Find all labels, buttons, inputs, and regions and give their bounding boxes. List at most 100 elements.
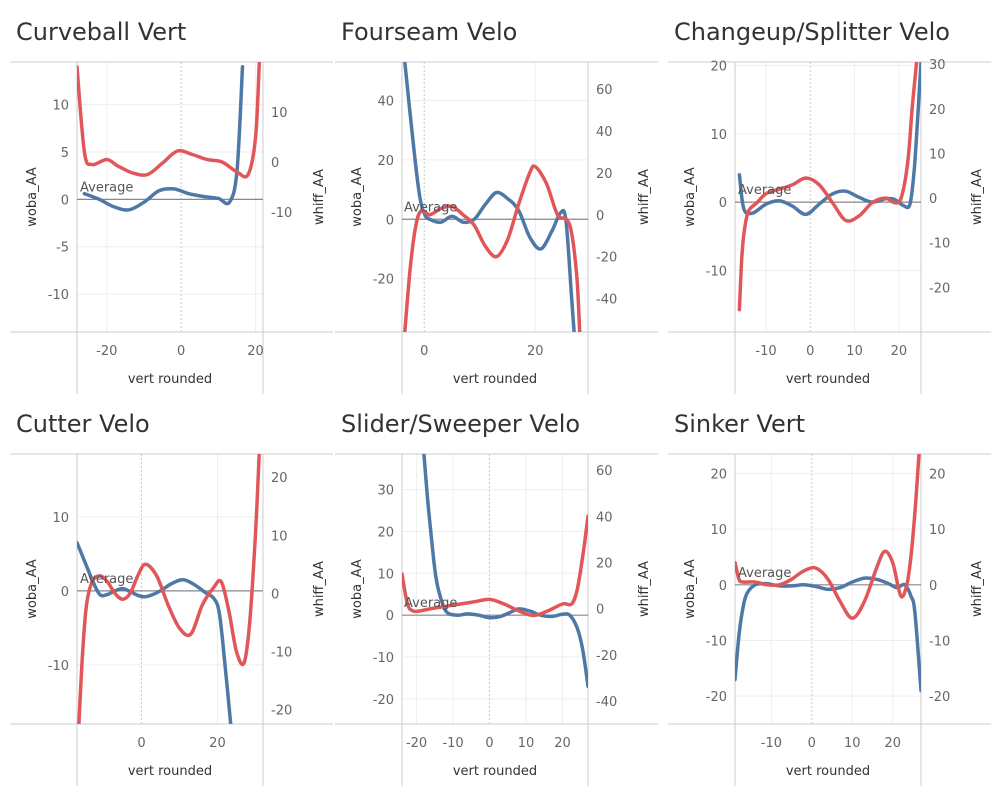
chart-svg: Average -10 0 10 -20 -10 0 10 20 0 20 vert rounded w…: [10, 453, 333, 786]
series-line-woba: [422, 454, 588, 689]
y-tick-label-left: 10: [710, 523, 727, 538]
series-line-whiff: [77, 454, 261, 724]
series-group: [737, 62, 921, 312]
y-axis-title-left: woba_AA: [350, 559, 365, 619]
series-group: [402, 454, 588, 689]
reference-line-label: Average: [738, 183, 791, 198]
x-axis-title: vert rounded: [453, 372, 537, 387]
y-tick-label-left: 10: [710, 128, 727, 143]
y-tick-label-right: 10: [271, 106, 288, 121]
series-line-whiff: [402, 514, 588, 618]
y-tick-label-left: 20: [710, 467, 727, 482]
x-axis-title: vert rounded: [453, 764, 537, 779]
y-tick-label-right: -20: [596, 251, 617, 266]
y-tick-label-left: 10: [52, 511, 69, 526]
reference-line-label: Average: [404, 596, 457, 611]
series-line-woba: [77, 541, 233, 724]
y-tick-label-right: 10: [929, 147, 946, 162]
series-line-woba: [82, 64, 245, 212]
y-axis-title-left: woba_AA: [683, 559, 698, 619]
chart-title: Changeup/Splitter Velo: [674, 18, 950, 46]
y-tick-label-right: 20: [596, 556, 613, 571]
x-tick-label: 0: [485, 736, 493, 751]
chart-panel-slider-sweeper-velo: Slider/Sweeper Velo Average -20 -10 0 10 20 30…: [335, 392, 665, 786]
chart-panel-cutter-velo: Cutter Velo Average -10 0 10 -20 -10 0 10 20 0 20 v…: [10, 392, 340, 786]
y-tick-label-left: 40: [377, 95, 394, 110]
y-tick-label-right: -20: [271, 703, 292, 718]
y-tick-label-right: 10: [929, 523, 946, 538]
y-tick-label-right: 30: [929, 58, 946, 73]
x-tick-label: 20: [247, 344, 264, 359]
y-tick-label-left: 0: [719, 579, 727, 594]
y-tick-label-left: -10: [48, 659, 69, 674]
chart-title: Slider/Sweeper Velo: [341, 410, 581, 438]
y-axis-title-right: whiff_AA: [312, 169, 327, 225]
x-tick-label: 0: [137, 736, 145, 751]
series-line-woba: [737, 62, 921, 217]
y-tick-label-left: -20: [706, 690, 727, 705]
y-tick-label-left: 20: [377, 154, 394, 169]
y-tick-label-left: -10: [706, 264, 727, 279]
y-tick-label-left: -10: [706, 634, 727, 649]
y-tick-label-left: 0: [61, 585, 69, 600]
chart-svg: Average -20 -10 0 10 20 -20 -10 0 10 20 -10 0 10 20 ver…: [668, 453, 991, 786]
reference-line-label: Average: [80, 180, 133, 195]
y-tick-label-right: 10: [271, 529, 288, 544]
y-tick-label-right: 0: [271, 156, 279, 171]
y-tick-label-right: 20: [596, 167, 613, 182]
x-tick-label: 0: [420, 344, 428, 359]
y-tick-label-right: 0: [929, 192, 937, 207]
y-tick-label-right: 0: [271, 587, 279, 602]
y-tick-label-right: -20: [929, 281, 950, 296]
x-tick-label: 10: [846, 344, 863, 359]
chart-svg: Average -20 0 20 40 -40 -20 0 20 40 60 0 20 vert roun…: [335, 61, 658, 394]
y-tick-label-right: 40: [596, 510, 613, 525]
y-tick-label-right: 60: [596, 464, 613, 479]
x-tick-label: 0: [806, 344, 814, 359]
y-tick-label-left: 0: [719, 196, 727, 211]
y-axis-title-left: woba_AA: [25, 167, 40, 227]
y-axis-title-left: woba_AA: [25, 559, 40, 619]
y-tick-label-left: -10: [373, 651, 394, 666]
y-tick-label-right: -10: [271, 645, 292, 660]
x-tick-label: 0: [177, 344, 185, 359]
y-tick-label-right: -10: [271, 206, 292, 221]
y-axis-title-right: whiff_AA: [970, 169, 985, 225]
x-tick-label: -10: [755, 344, 776, 359]
y-tick-label-right: 20: [271, 471, 288, 486]
y-tick-label-right: -20: [596, 649, 617, 664]
series-line-woba: [735, 576, 921, 693]
y-axis-title-left: woba_AA: [350, 167, 365, 227]
x-tick-label: 10: [518, 736, 535, 751]
y-tick-label-left: 30: [377, 484, 394, 499]
x-tick-label: 20: [884, 736, 901, 751]
y-tick-label-right: 20: [929, 467, 946, 482]
x-axis-title: vert rounded: [128, 764, 212, 779]
y-tick-label-left: 10: [52, 99, 69, 114]
y-tick-label-right: 40: [596, 125, 613, 140]
y-tick-label-right: 0: [596, 209, 604, 224]
y-tick-label-right: 60: [596, 83, 613, 98]
y-tick-label-right: -20: [929, 690, 950, 705]
y-tick-label-right: -10: [929, 634, 950, 649]
chart-panel-sinker-vert: Sinker Vert Average -20 -10 0 10 20 -20 -10 0 10 2…: [668, 392, 998, 786]
x-tick-label: 20: [554, 736, 571, 751]
series-line-whiff: [735, 454, 921, 620]
y-tick-label-left: 5: [61, 146, 69, 161]
series-group: [77, 62, 262, 212]
y-tick-label-left: 0: [61, 193, 69, 208]
chart-title: Cutter Velo: [16, 410, 150, 438]
chart-svg: Average -10 -5 0 5 10 -10 0 10 -20 0 20 vert rounded…: [10, 61, 333, 394]
series-group: [735, 454, 921, 693]
chart-svg: Average -20 -10 0 10 20 30 -40 -20 0 20 40 60 -20 -10 0…: [335, 453, 658, 786]
y-tick-label-left: -20: [373, 693, 394, 708]
chart-panel-fourseam-velo: Fourseam Velo Average -20 0 20 40 -40 -20 0 20 40…: [335, 0, 665, 394]
y-tick-label-right: -40: [596, 695, 617, 710]
series-line-woba: [403, 62, 576, 332]
y-axis-title-right: whiff_AA: [970, 561, 985, 617]
y-tick-label-left: -20: [373, 273, 394, 288]
chart-title: Sinker Vert: [674, 410, 806, 438]
y-axis-title-left: woba_AA: [683, 167, 698, 227]
x-tick-label: 10: [844, 736, 861, 751]
